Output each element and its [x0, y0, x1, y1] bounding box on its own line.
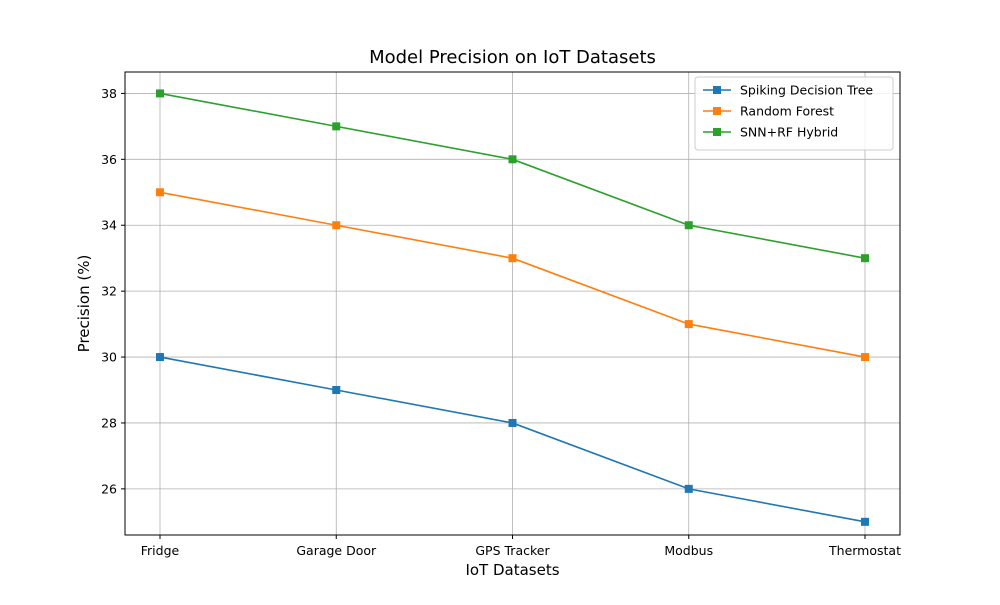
data-point	[508, 418, 517, 427]
data-point	[156, 89, 164, 98]
y-tick-label: 38	[101, 86, 117, 101]
legend-item: Spiking Decision Tree	[703, 83, 873, 98]
data-point	[332, 122, 341, 131]
data-point	[508, 254, 517, 263]
y-tick-label: 34	[101, 218, 117, 233]
series-group	[156, 89, 869, 526]
data-point	[508, 155, 517, 164]
y-tick-label: 30	[101, 350, 117, 365]
data-point	[861, 254, 869, 263]
legend: Spiking Decision Tree Random Forest SNN+RF…	[694, 76, 894, 151]
data-point	[156, 353, 164, 362]
x-tick-label: Thermostat	[828, 543, 901, 558]
data-point	[332, 386, 341, 395]
y-tick-label: 36	[101, 152, 117, 167]
data-point	[332, 221, 341, 230]
chart-title: Model Precision on IoT Datasets	[369, 47, 656, 68]
data-point	[861, 353, 869, 362]
legend-item: SNN+RF Hybrid	[703, 125, 838, 140]
y-tick-label: 28	[101, 415, 117, 430]
legend-marker	[713, 107, 721, 115]
data-point	[684, 484, 693, 493]
data-point	[684, 320, 693, 329]
y-axis-label: Precision (%)	[75, 255, 93, 353]
x-tick-label: Garage Door	[296, 543, 377, 558]
data-point	[861, 517, 869, 526]
legend-box	[694, 76, 894, 151]
x-axis-label: IoT Datasets	[465, 561, 559, 579]
series-2	[156, 188, 869, 362]
y-tick-label: 26	[101, 481, 117, 496]
series-3	[156, 89, 869, 263]
x-tick-label: Modbus	[664, 543, 713, 558]
legend-label: Random Forest	[740, 104, 834, 119]
legend-marker	[713, 128, 721, 136]
legend-item: Random Forest	[703, 104, 834, 119]
x-tick-label: Fridge	[141, 543, 180, 558]
legend-marker	[713, 86, 721, 94]
data-point	[156, 188, 164, 197]
data-point	[684, 221, 693, 230]
y-tick-label: 32	[101, 284, 117, 299]
legend-label: Spiking Decision Tree	[740, 83, 873, 98]
series-1	[156, 353, 869, 526]
legend-label: SNN+RF Hybrid	[740, 125, 838, 140]
axis-ticks: Fridge Garage Door GPS Tracker Modbus Thermo…	[101, 86, 901, 558]
x-tick-label: GPS Tracker	[475, 543, 550, 558]
